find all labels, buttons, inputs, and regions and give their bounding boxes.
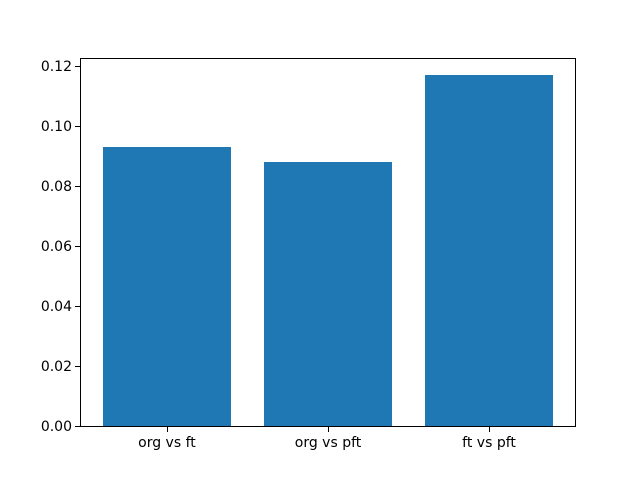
y-tick-mark [75,366,80,367]
bar-ft-vs-pft [424,75,554,426]
y-tick-mark [75,126,80,127]
y-tick-mark [75,306,80,307]
bar-org-vs-ft [102,147,232,426]
x-tick-label-org-vs-pft: org vs pft [294,435,362,451]
y-tick-mark [75,186,80,187]
y-tick-mark [75,66,80,67]
y-tick-label: 0.00 [40,419,72,435]
x-tick-mark [166,427,168,432]
x-tick-label-ft-vs-pft: ft vs pft [462,435,516,451]
y-tick-label: 0.08 [40,179,72,195]
y-tick-label: 0.12 [40,59,72,75]
y-tick-label: 0.10 [40,119,72,135]
x-tick-mark [328,427,329,432]
plot-area [80,58,576,427]
x-tick-mark [489,427,491,432]
y-tick-mark [75,426,80,427]
y-tick-label: 0.02 [40,359,72,375]
bar-org-vs-pft [263,162,393,426]
y-tick-label: 0.06 [40,239,72,255]
y-tick-label: 0.04 [40,299,72,315]
x-tick-label-org-vs-ft: org vs ft [138,435,196,451]
y-tick-mark [75,246,80,247]
